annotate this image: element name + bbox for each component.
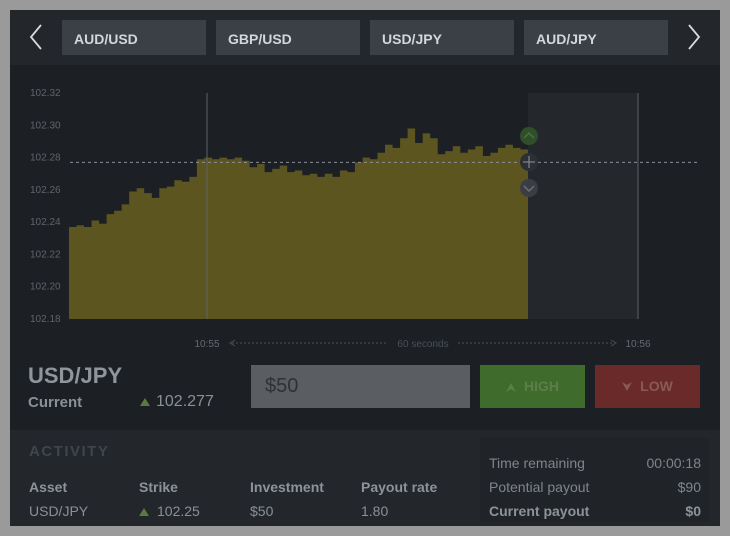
up-arrow-icon — [506, 383, 516, 392]
up-arrow-icon — [139, 508, 149, 516]
time-remaining-label: Time remaining — [489, 455, 585, 471]
low-button[interactable]: LOW — [595, 365, 700, 408]
current-payout-value: $0 — [685, 503, 701, 519]
col-header-strike: Strike — [139, 479, 178, 495]
potential-payout-value: $90 — [677, 479, 701, 495]
x-tick-start: 10:55 — [194, 339, 219, 350]
high-button-label: HIGH — [524, 378, 559, 394]
y-tick-label: 102.20 — [30, 282, 61, 293]
price-chart: 102.32 102.30 102.28 102.26 102.24 102.22 102.… — [10, 65, 720, 355]
price-chart-svg: 102.32 102.30 102.28 102.26 102.24 102.22 102.… — [30, 88, 700, 350]
chevron-right-icon[interactable] — [680, 20, 708, 54]
activity-title: ACTIVITY — [29, 443, 110, 460]
tab-aud-usd[interactable]: AUD/USD — [62, 20, 206, 55]
price-area — [69, 128, 528, 319]
investment-amount-input[interactable] — [251, 365, 470, 408]
up-arrow-icon — [140, 397, 150, 406]
zoom-out-icon[interactable] — [520, 179, 538, 197]
duration-arrow-left — [229, 339, 236, 347]
y-tick-label: 102.30 — [30, 120, 61, 131]
y-tick-label: 102.28 — [30, 153, 61, 164]
zoom-in-icon[interactable] — [520, 127, 538, 145]
col-header-investment: Investment — [250, 479, 324, 495]
row-investment: $50 — [250, 503, 274, 519]
current-payout-label: Current payout — [489, 503, 590, 519]
duration-label: 60 seconds — [397, 339, 448, 350]
trade-bar: USD/JPY Current 102.277 HIGH LOW — [10, 355, 720, 430]
low-button-label: LOW — [640, 378, 673, 394]
payout-summary: Time remaining 00:00:18 Potential payout $… — [480, 438, 710, 522]
tab-usd-jpy[interactable]: USD/JPY — [370, 20, 514, 55]
down-arrow-icon — [622, 382, 633, 391]
potential-payout-label: Potential payout — [489, 479, 590, 495]
row-strike: 102.25 — [157, 503, 200, 519]
expiry-zone — [528, 93, 638, 319]
duration-arrow-right — [610, 339, 617, 347]
trading-panel: AUD/USD GBP/USD USD/JPY AUD/JPY 102.32 10… — [10, 10, 720, 526]
potential-payout-row: Potential payout $90 — [489, 479, 701, 495]
y-tick-label: 102.32 — [30, 88, 61, 99]
current-label: Current — [28, 394, 83, 411]
crosshair-icon[interactable] — [520, 153, 538, 171]
y-tick-label: 102.24 — [30, 217, 61, 228]
selected-pair: USD/JPY — [28, 363, 123, 388]
current-value: 102.277 — [156, 393, 214, 410]
current-value-wrap: 102.277 — [140, 393, 214, 411]
current-payout-row: Current payout $0 — [489, 503, 701, 519]
col-header-payout-rate: Payout rate — [361, 479, 438, 495]
asset-tab-bar: AUD/USD GBP/USD USD/JPY AUD/JPY — [10, 10, 720, 65]
time-remaining-row: Time remaining 00:00:18 — [489, 455, 701, 471]
tab-gbp-usd[interactable]: GBP/USD — [216, 20, 360, 55]
col-header-asset: Asset — [29, 479, 68, 495]
row-strike-wrap: 102.25 — [139, 503, 200, 519]
y-tick-label: 102.22 — [30, 249, 61, 260]
row-payout-rate: 1.80 — [361, 503, 389, 519]
x-tick-end: 10:56 — [625, 339, 650, 350]
activity-panel: ACTIVITY Asset Strike Investment Payout … — [10, 430, 720, 526]
chevron-left-icon[interactable] — [22, 20, 50, 54]
y-tick-label: 102.26 — [30, 185, 61, 196]
row-asset: USD/JPY — [29, 503, 89, 519]
high-button[interactable]: HIGH — [480, 365, 585, 408]
time-remaining-value: 00:00:18 — [646, 455, 702, 471]
tab-aud-jpy[interactable]: AUD/JPY — [524, 20, 668, 55]
y-tick-label: 102.18 — [30, 314, 61, 325]
